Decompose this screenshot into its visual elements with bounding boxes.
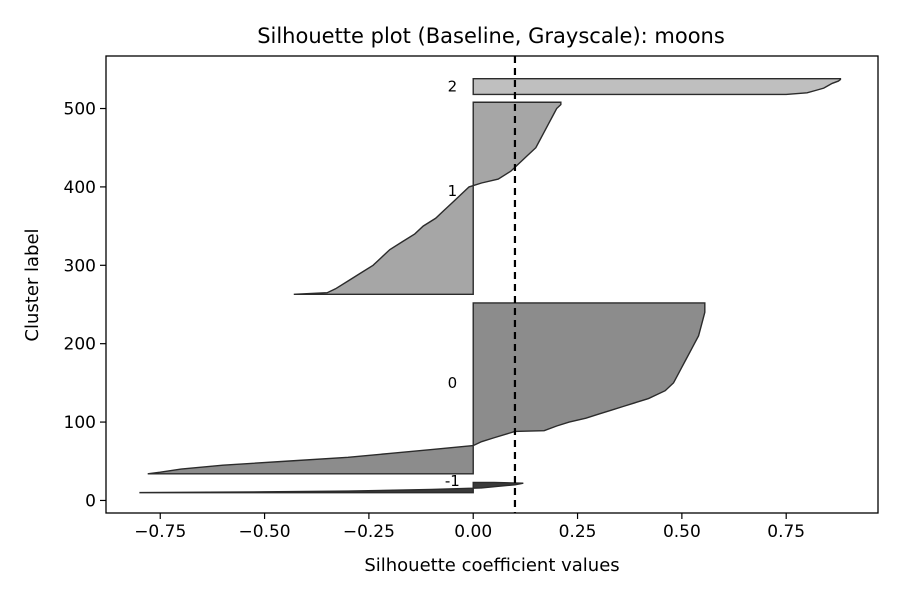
cluster-label: 1 [448, 182, 458, 200]
x-tick-label: 0.25 [559, 522, 597, 542]
cluster-label: 0 [448, 374, 458, 392]
y-tick-label: 400 [64, 178, 96, 198]
x-axis-label: Silhouette coefficient values [364, 555, 619, 576]
x-tick-label: −0.50 [239, 522, 291, 542]
y-axis-label: Cluster label [22, 228, 43, 341]
silhouette-band-cluster-2 [472, 78, 842, 96]
y-tick-label: 300 [64, 256, 96, 276]
x-axis: −0.75 −0.50 −0.25 0.00 0.25 0.50 0.75 [134, 513, 805, 542]
chart-title: Silhouette plot (Baseline, Grayscale): m… [257, 24, 725, 48]
x-tick-label: −0.75 [134, 522, 186, 542]
silhouette-band-cluster-1 [293, 101, 562, 295]
x-tick-label: −0.25 [343, 522, 395, 542]
x-tick-label: 0.00 [454, 522, 492, 542]
y-tick-label: 200 [64, 335, 96, 355]
plot-area: -1 0 1 2 [139, 56, 842, 513]
x-tick-label: 0.50 [663, 522, 701, 542]
y-axis: 0 100 200 300 400 500 [64, 100, 106, 511]
silhouette-band-cluster--1 [139, 481, 524, 494]
x-tick-label: 0.75 [767, 522, 805, 542]
y-tick-label: 500 [64, 100, 96, 120]
silhouette-band-cluster-0 [147, 302, 706, 475]
plot-frame [105, 55, 879, 514]
y-tick-label: 0 [85, 491, 96, 511]
y-tick-label: 100 [64, 413, 96, 433]
cluster-label: 2 [448, 78, 458, 96]
cluster-label: -1 [445, 472, 460, 490]
